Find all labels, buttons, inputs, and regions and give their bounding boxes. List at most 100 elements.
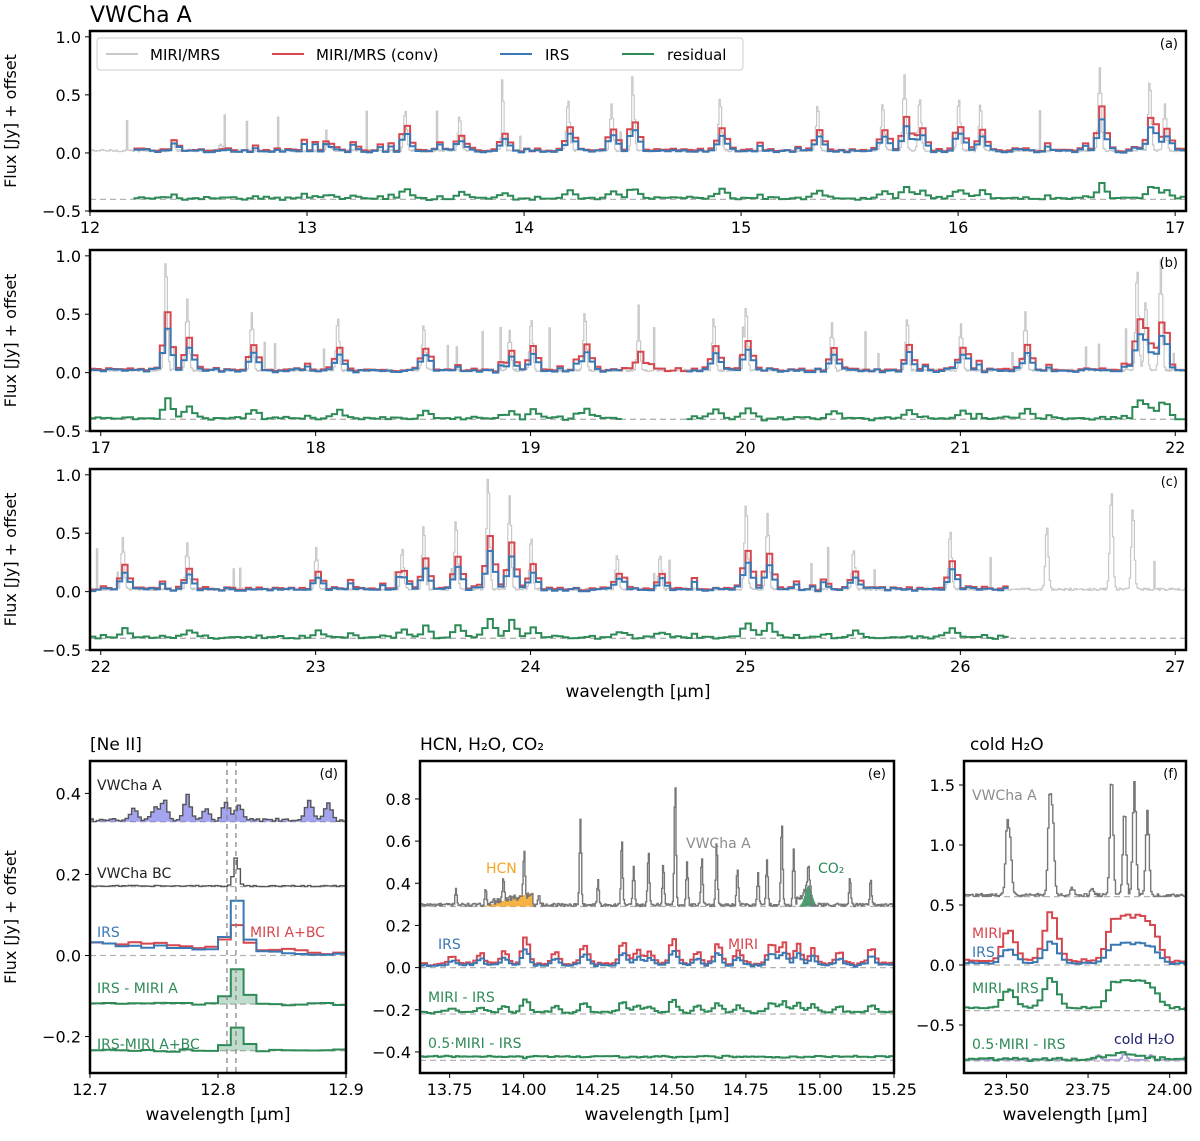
series-miri-minus-irs <box>420 998 894 1015</box>
panel-frame-c <box>88 467 1188 652</box>
series-residual <box>90 618 1009 640</box>
x-tick-label-a: 14 <box>514 218 534 237</box>
x-tick-label-b: 17 <box>91 438 111 457</box>
x-tick-label-b: 22 <box>1165 438 1185 457</box>
panel-label-f: (f) <box>1163 767 1178 782</box>
f-ann-cold-h2o: cold H₂O <box>1114 1032 1175 1048</box>
y-tick-label-a: −0.5 <box>42 202 81 221</box>
panel-e-title: HCN, H₂O, CO₂ <box>420 735 544 755</box>
y-tick-label-f: 1.5 <box>930 776 955 795</box>
y-tick-label-a: 0.5 <box>56 86 81 105</box>
series-miri-mrs <box>90 478 1186 591</box>
panel-b: 17 18 19 20 21 22 −0.5 0.0 0.5 1.0 Flux [Jy] + off… <box>1 247 1188 457</box>
panel-f: 23.50 23.75 24.00 −0.5 0.0 0.5 1.0 1.5 wavelengt… <box>916 759 1193 1125</box>
series-vwcha-bc <box>90 857 346 888</box>
neii-a-fill <box>90 794 346 822</box>
y-tick-label-e: 0.4 <box>386 874 411 893</box>
y-tick-label-f: 0.5 <box>930 896 955 915</box>
x-tick-label-a: 16 <box>948 218 968 237</box>
x-tick-label-b: 19 <box>520 438 540 457</box>
f-ann-vwcha-a: VWCha A <box>972 788 1037 804</box>
plot-area-f <box>964 781 1186 1062</box>
x-axis-label-d: wavelength [μm] <box>145 1105 290 1125</box>
x-tick-label-e: 14.75 <box>723 1080 769 1099</box>
series-residual <box>686 399 1186 422</box>
figure-title: VWCha A <box>90 3 192 28</box>
y-tick-label-e: 0.6 <box>386 832 411 851</box>
x-tick-label-e: 13.75 <box>427 1080 473 1099</box>
series-half-miri-minus-irs <box>964 1051 1186 1062</box>
residual-fill-a <box>218 969 257 1005</box>
series-miri <box>964 911 1186 964</box>
e-ann-vwcha-a: VWCha A <box>686 836 751 852</box>
y-tick-label-d: 0.4 <box>56 784 81 803</box>
y-tick-label-b: −0.5 <box>42 422 81 441</box>
d-ann-irs-minus-miri-abc: IRS-MIRI A+BC <box>97 1037 200 1053</box>
y-tick-label-c: −0.5 <box>42 641 81 660</box>
y-tick-label-e: −0.2 <box>372 1001 411 1020</box>
plot-area-c <box>90 478 1186 640</box>
x-tick-label-a: 12 <box>80 218 100 237</box>
y-tick-label-f: 1.0 <box>930 836 955 855</box>
x-tick-label-e: 15.25 <box>871 1080 917 1099</box>
x-tick-label-b: 21 <box>950 438 970 457</box>
series-miri-conv <box>90 535 1009 592</box>
series-irs <box>90 550 1009 593</box>
y-tick-label-c: 0.0 <box>56 583 81 602</box>
series-irs-minus-miri-abc <box>90 1026 346 1053</box>
y-tick-label-d: −0.2 <box>42 1028 81 1047</box>
x-tick-label-c: 23 <box>305 657 325 676</box>
y-tick-label-f: −0.5 <box>916 1016 955 1035</box>
e-ann-miri: MIRI <box>728 937 758 953</box>
x-tick-label-a: 17 <box>1165 218 1185 237</box>
y-tick-label-f: 0.0 <box>930 956 955 975</box>
x-tick-label-a: 15 <box>731 218 751 237</box>
plot-area-a <box>90 67 1186 201</box>
d-ann-vwcha-a: VWCha A <box>97 778 162 794</box>
x-tick-label-e: 14.25 <box>575 1080 621 1099</box>
series-irs <box>686 333 1186 374</box>
panel-frame-e <box>418 759 896 1075</box>
series-irs <box>964 940 1186 966</box>
d-ann-miri-a-bc: MIRI A+BC <box>250 925 325 941</box>
panel-d: 12.7 12.8 12.9 −0.2 0.0 0.2 0.4 Flux [Jy] + off… <box>1 759 364 1125</box>
y-tick-label-b: 0.0 <box>56 364 81 383</box>
legend-residual-label: residual <box>667 46 726 64</box>
panel-label-a: (a) <box>1160 37 1178 52</box>
panel-label-b: (b) <box>1160 256 1178 271</box>
y-tick-label-e: 0.0 <box>386 959 411 978</box>
residual-fill-abc <box>218 1027 257 1051</box>
series-irs-minus-miri-a <box>90 968 346 1007</box>
panel-d-title: [Ne II] <box>90 735 142 755</box>
e-ann-irs: IRS <box>438 937 461 953</box>
panel-frame-d <box>88 759 348 1075</box>
panel-a: 12 13 14 15 16 17 −0.5 0.0 0.5 1.0 Flux [Jy] + off… <box>1 28 1188 237</box>
series-vwcha-a <box>90 793 346 823</box>
series-miri-a-bc <box>90 924 346 956</box>
e-ann-miri-minus-irs: MIRI - IRS <box>428 990 495 1006</box>
x-tick-label-e: 14.50 <box>649 1080 695 1099</box>
x-tick-label-e: 14.00 <box>501 1080 547 1099</box>
series-irs <box>420 948 894 968</box>
legend-irs-label: IRS <box>545 46 569 64</box>
f-ann-irs: IRS <box>972 945 995 961</box>
series-irs <box>133 118 1186 154</box>
series-miri-conv <box>133 105 1186 153</box>
plot-area-d <box>90 761 346 1073</box>
y-tick-label-a: 0.0 <box>56 144 81 163</box>
d-ann-vwcha-bc: VWCha BC <box>97 866 171 882</box>
y-axis-label-c: Flux [Jy] + offset <box>1 493 20 627</box>
legend: MIRI/MRS MIRI/MRS (conv) IRS residual <box>96 37 744 71</box>
x-tick-label-b: 20 <box>735 438 755 457</box>
series-irs <box>90 899 346 957</box>
series-irs <box>90 327 622 374</box>
d-ann-irs-minus-miri-a: IRS - MIRI A <box>97 981 178 997</box>
y-tick-label-e: 0.8 <box>386 790 411 809</box>
x-tick-label-d: 12.7 <box>72 1080 108 1099</box>
x-tick-label-c: 27 <box>1165 657 1185 676</box>
x-tick-label-c: 26 <box>950 657 970 676</box>
x-tick-label-e: 15.00 <box>797 1080 843 1099</box>
e-ann-co2: CO₂ <box>818 861 844 877</box>
series-vwcha-a <box>964 781 1186 898</box>
